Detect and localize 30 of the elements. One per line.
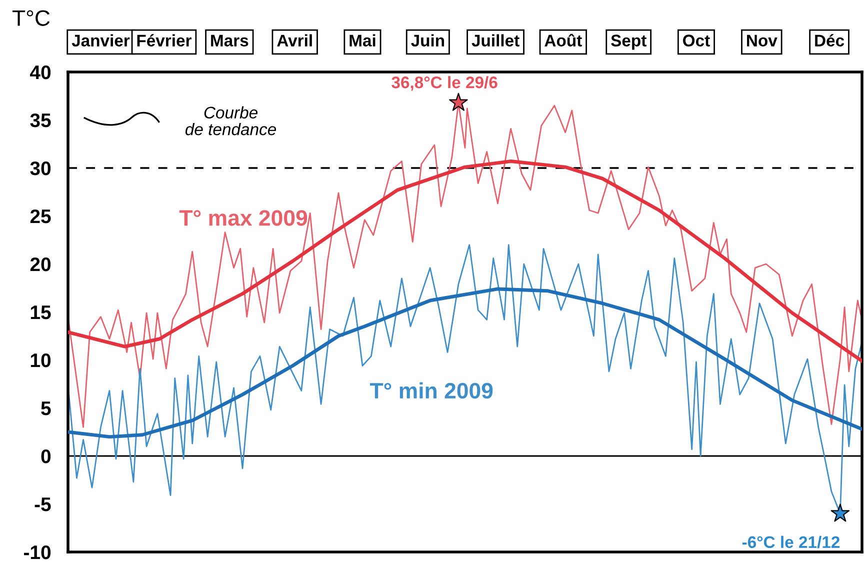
y-tick-label: 0 [41, 449, 51, 464]
x-tick-label: Sept [611, 34, 646, 50]
y-tick-label: 40 [30, 65, 51, 80]
x-tick-label: Juin [411, 34, 444, 46]
x-tick-label: Déc [815, 34, 844, 46]
y-tick-label: 15 [30, 306, 51, 320]
x-tick-label: Oct [683, 34, 710, 46]
y-tick-label: 35 [30, 113, 51, 128]
annotation: -6°C le 21/12 [742, 536, 840, 548]
x-tick-label: Mars [211, 34, 248, 46]
y-tick-label: 20 [30, 257, 51, 272]
y-axis-title: T°C [12, 10, 50, 26]
x-tick-label: Juillet [472, 34, 520, 46]
series-label: T° max 2009 [179, 210, 308, 226]
x-tick-label: Mai [350, 34, 376, 46]
annotation: 36,8°C le 29/6 [392, 76, 498, 91]
x-tick-label: Février [137, 34, 192, 46]
line-series [68, 160, 862, 363]
y-tick-label: 30 [30, 161, 51, 176]
y-tick-label: -5 [34, 498, 51, 512]
x-tick-label: Nov [747, 34, 778, 46]
x-tick-label: Avril [277, 34, 312, 46]
x-tick-label: Août [544, 34, 582, 46]
y-tick-label: 25 [30, 209, 51, 224]
x-tick-label: Janvier [72, 34, 130, 46]
y-tick-label: 10 [30, 353, 51, 368]
series-label: T° min 2009 [370, 382, 493, 399]
y-tick-label: 5 [41, 402, 51, 416]
y-tick-label: -10 [24, 545, 51, 560]
annotation: Courbe de tendance [185, 106, 276, 136]
